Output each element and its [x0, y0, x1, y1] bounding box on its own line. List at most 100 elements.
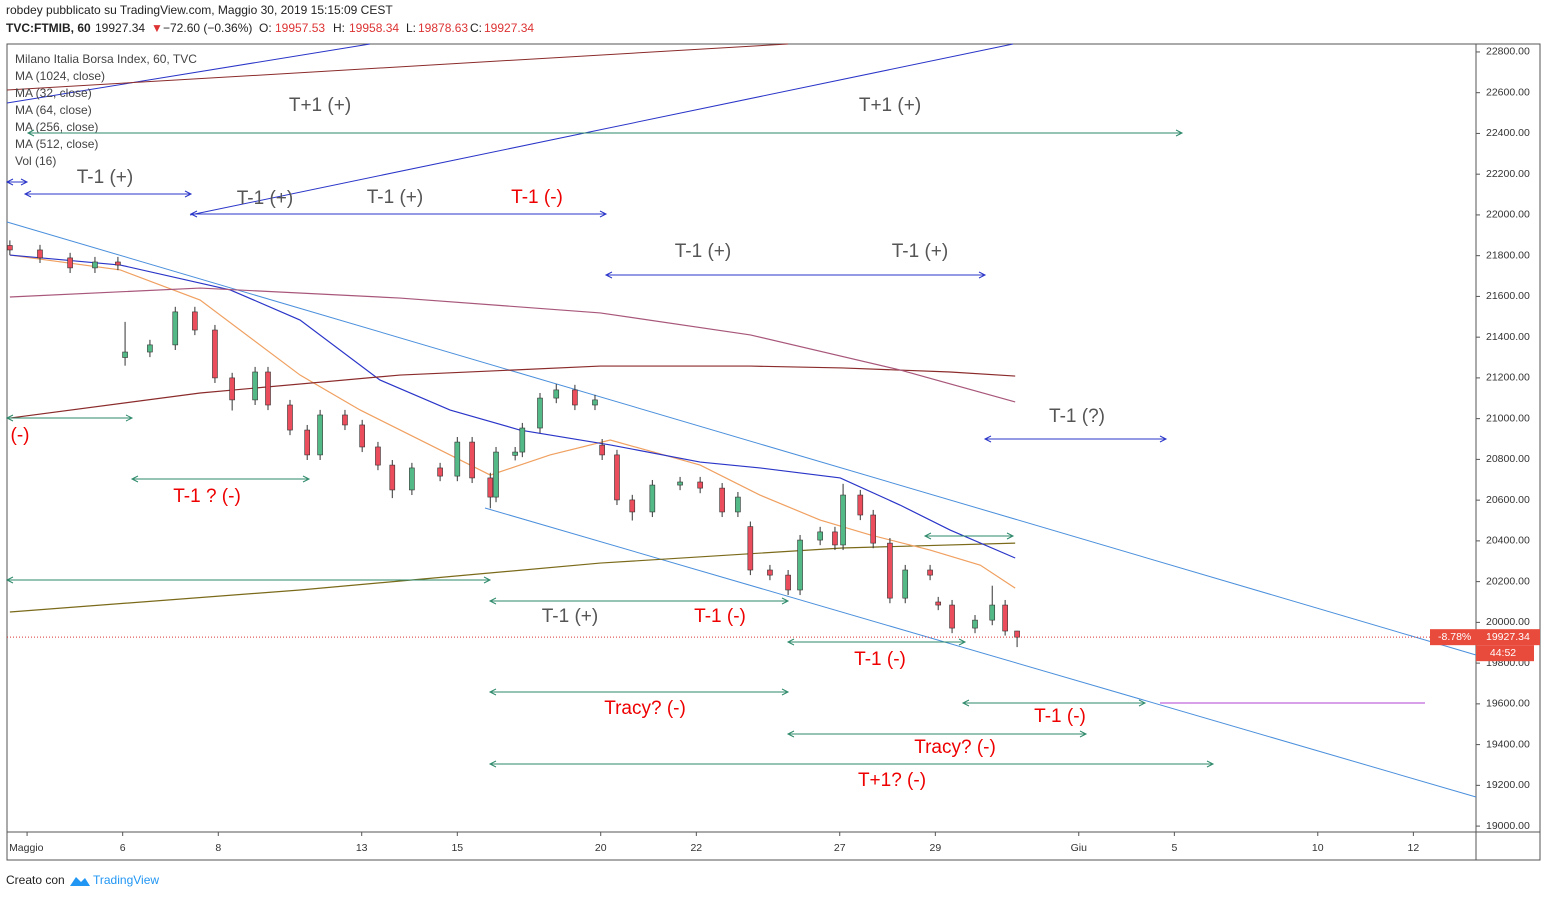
- arrow-head: [23, 190, 32, 198]
- ma-line: [9, 254, 1016, 589]
- footer-brand[interactable]: TradingView: [93, 873, 159, 887]
- candle: [537, 392, 543, 434]
- candle-body: [192, 311, 198, 331]
- candle: [649, 479, 656, 518]
- candle: [92, 256, 98, 273]
- candle: [817, 526, 823, 546]
- candle: [409, 462, 415, 496]
- candle-body: [512, 451, 518, 456]
- candle-body: [719, 487, 725, 513]
- y-tick-label: 21400.00: [1486, 331, 1530, 343]
- arrow-head: [983, 435, 992, 443]
- legend-entry: MA (32, close): [15, 86, 92, 100]
- candle-body: [832, 531, 838, 546]
- annotation: T-1 (?): [1049, 406, 1105, 427]
- candle-body: [7, 245, 13, 251]
- annotation: T-1 (+): [542, 606, 598, 627]
- candle-body: [972, 619, 978, 629]
- frame: [6, 43, 1541, 861]
- candle: [972, 615, 978, 634]
- candle-body: [375, 446, 381, 466]
- arrow-head: [302, 475, 311, 483]
- annotation: T-1 (+): [675, 241, 731, 262]
- candle-body: [265, 371, 271, 406]
- candle: [37, 244, 43, 264]
- arrow-head: [488, 597, 497, 605]
- close: 19927.34: [484, 21, 534, 35]
- arrow-head: [786, 638, 795, 646]
- candle-body: [212, 329, 218, 379]
- candle: [389, 460, 396, 499]
- candle-body: [172, 311, 179, 346]
- arrow-head: [786, 730, 795, 738]
- candle-body: [735, 496, 741, 513]
- candle: [287, 399, 293, 436]
- candle: [747, 521, 754, 576]
- candle: [192, 306, 198, 336]
- arrow-head: [1006, 532, 1015, 540]
- y-tick-label: 21600.00: [1486, 290, 1530, 302]
- candle: [719, 483, 725, 518]
- annotation: T+1? (-): [858, 770, 926, 791]
- candle-body: [437, 467, 443, 477]
- y-tick-label: 19000.00: [1486, 820, 1530, 832]
- candle: [857, 489, 864, 521]
- open-label: O:: [259, 21, 272, 35]
- x-tick-label: 12: [1408, 842, 1420, 854]
- candle-body: [147, 344, 153, 353]
- candle: [735, 491, 741, 518]
- arrow-head: [488, 688, 497, 696]
- y-tick-label: 21800.00: [1486, 249, 1530, 261]
- arrow-head: [1206, 760, 1215, 768]
- candle-body: [553, 389, 560, 399]
- candle-body: [677, 481, 683, 486]
- candle: [342, 409, 348, 431]
- candle-body: [454, 441, 461, 477]
- candle: [304, 424, 311, 461]
- candle: [147, 339, 153, 358]
- y-tick-label: 20800.00: [1486, 453, 1530, 465]
- candle-body: [887, 542, 893, 599]
- low: 19878.63: [418, 21, 468, 35]
- candle: [437, 462, 443, 482]
- candle: [785, 570, 791, 596]
- candle-body: [304, 429, 311, 456]
- x-tick-label: 5: [1171, 842, 1177, 854]
- candle: [887, 538, 893, 604]
- candle-body: [927, 569, 933, 576]
- arrow-head: [781, 688, 790, 696]
- candle: [67, 252, 73, 273]
- annotation: T-1 (-): [511, 187, 563, 208]
- candle-body: [487, 477, 494, 498]
- candle: [265, 366, 271, 411]
- y-tick-label: 20400.00: [1486, 535, 1530, 547]
- arrow-head: [604, 271, 613, 279]
- candle-body: [92, 261, 98, 269]
- candle: [927, 564, 933, 581]
- annotation: T-1 (+): [77, 167, 133, 188]
- annotation: T-1 (+): [892, 241, 948, 262]
- arrow-head: [1079, 730, 1088, 738]
- candle: [359, 419, 365, 453]
- annotation: T+1 (+): [859, 95, 921, 116]
- legend-entry: MA (256, close): [15, 120, 98, 134]
- byline: robdey pubblicato su TradingView.com, Ma…: [6, 3, 393, 17]
- candle-body: [37, 249, 43, 259]
- channel-line: [6, 221, 1477, 656]
- candle: [840, 483, 846, 551]
- last-price-tag: 19927.34: [1486, 631, 1530, 643]
- arrow-head: [1138, 699, 1147, 707]
- candle: [317, 409, 323, 461]
- candle: [212, 324, 218, 383]
- y-tick-label: 22000.00: [1486, 209, 1530, 221]
- arrow-head: [20, 178, 29, 186]
- candle: [767, 564, 773, 581]
- candle: [469, 436, 475, 484]
- candle: [229, 372, 235, 411]
- candle: [7, 240, 13, 256]
- arrow-head: [125, 414, 134, 422]
- ma-line: [9, 542, 1016, 613]
- arrow-head: [958, 638, 967, 646]
- legend-entry: MA (512, close): [15, 137, 98, 151]
